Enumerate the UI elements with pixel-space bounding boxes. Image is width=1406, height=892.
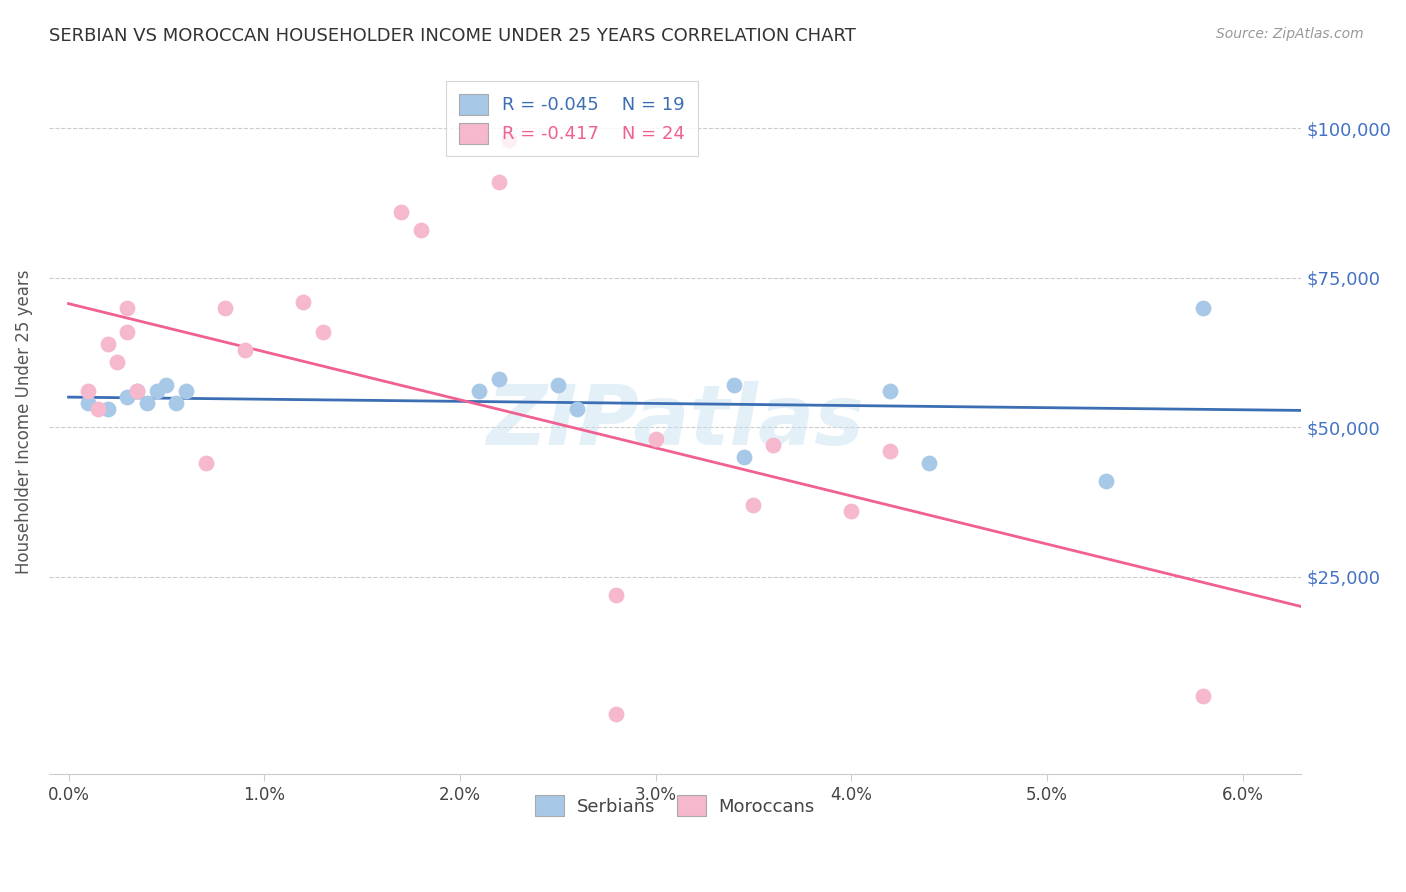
Point <box>879 384 901 399</box>
Point <box>194 456 217 470</box>
Point <box>498 133 520 147</box>
Point <box>488 372 510 386</box>
Point <box>605 588 627 602</box>
Point <box>125 384 148 399</box>
Point <box>723 378 745 392</box>
Point <box>839 504 862 518</box>
Text: Source: ZipAtlas.com: Source: ZipAtlas.com <box>1216 27 1364 41</box>
Y-axis label: Householder Income Under 25 years: Householder Income Under 25 years <box>15 269 32 574</box>
Point <box>1094 474 1116 488</box>
Point <box>918 456 941 470</box>
Point <box>1192 301 1215 315</box>
Point <box>107 354 129 368</box>
Point <box>468 384 491 399</box>
Point <box>115 301 138 315</box>
Point <box>389 205 412 219</box>
Point <box>733 450 755 465</box>
Point <box>409 223 432 237</box>
Point <box>125 384 148 399</box>
Point <box>174 384 197 399</box>
Point <box>742 498 765 512</box>
Point <box>165 396 187 410</box>
Point <box>97 402 120 417</box>
Point <box>567 402 589 417</box>
Point <box>644 432 666 446</box>
Point <box>115 391 138 405</box>
Point <box>214 301 236 315</box>
Point <box>312 325 335 339</box>
Point <box>135 396 157 410</box>
Point <box>879 444 901 458</box>
Point <box>155 378 177 392</box>
Point <box>145 384 167 399</box>
Point <box>547 378 569 392</box>
Point <box>77 396 100 410</box>
Legend: Serbians, Moroccans: Serbians, Moroccans <box>526 786 824 825</box>
Point <box>762 438 785 452</box>
Text: SERBIAN VS MOROCCAN HOUSEHOLDER INCOME UNDER 25 YEARS CORRELATION CHART: SERBIAN VS MOROCCAN HOUSEHOLDER INCOME U… <box>49 27 856 45</box>
Point <box>1192 690 1215 704</box>
Point <box>233 343 256 357</box>
Point <box>488 175 510 189</box>
Point <box>97 336 120 351</box>
Text: ZIPatlas: ZIPatlas <box>486 381 865 462</box>
Point <box>115 325 138 339</box>
Point <box>87 402 110 417</box>
Point <box>77 384 100 399</box>
Point <box>605 707 627 722</box>
Point <box>292 294 315 309</box>
